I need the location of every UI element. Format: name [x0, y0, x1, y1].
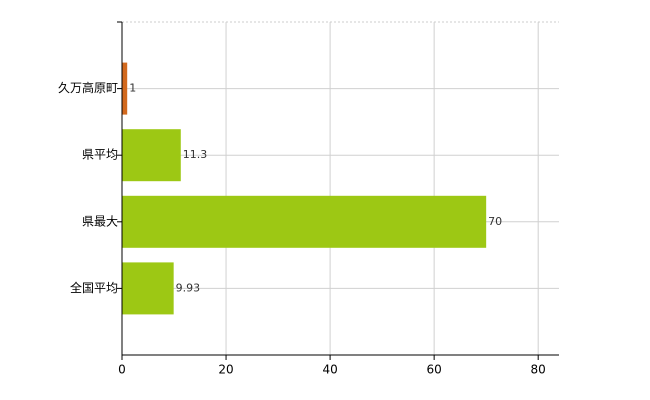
y-tick-label: 久万高原町 [58, 80, 118, 95]
bar [122, 195, 487, 248]
value-label: 9.93 [176, 281, 201, 294]
value-label: 70 [488, 215, 502, 228]
bar [122, 129, 181, 182]
x-tick-label: 40 [322, 363, 337, 377]
value-label: 11.3 [183, 148, 208, 161]
bar [122, 62, 128, 115]
y-tick-label: 県最大 [82, 214, 118, 228]
bar [122, 262, 174, 315]
value-label: 1 [129, 82, 136, 95]
x-tick-label: 80 [531, 363, 546, 377]
x-tick-label: 20 [218, 363, 233, 377]
y-tick-label: 県平均 [82, 148, 118, 162]
x-tick-label: 60 [427, 363, 442, 377]
y-tick-label: 全国平均 [70, 280, 118, 295]
x-tick-label: 0 [118, 363, 126, 377]
